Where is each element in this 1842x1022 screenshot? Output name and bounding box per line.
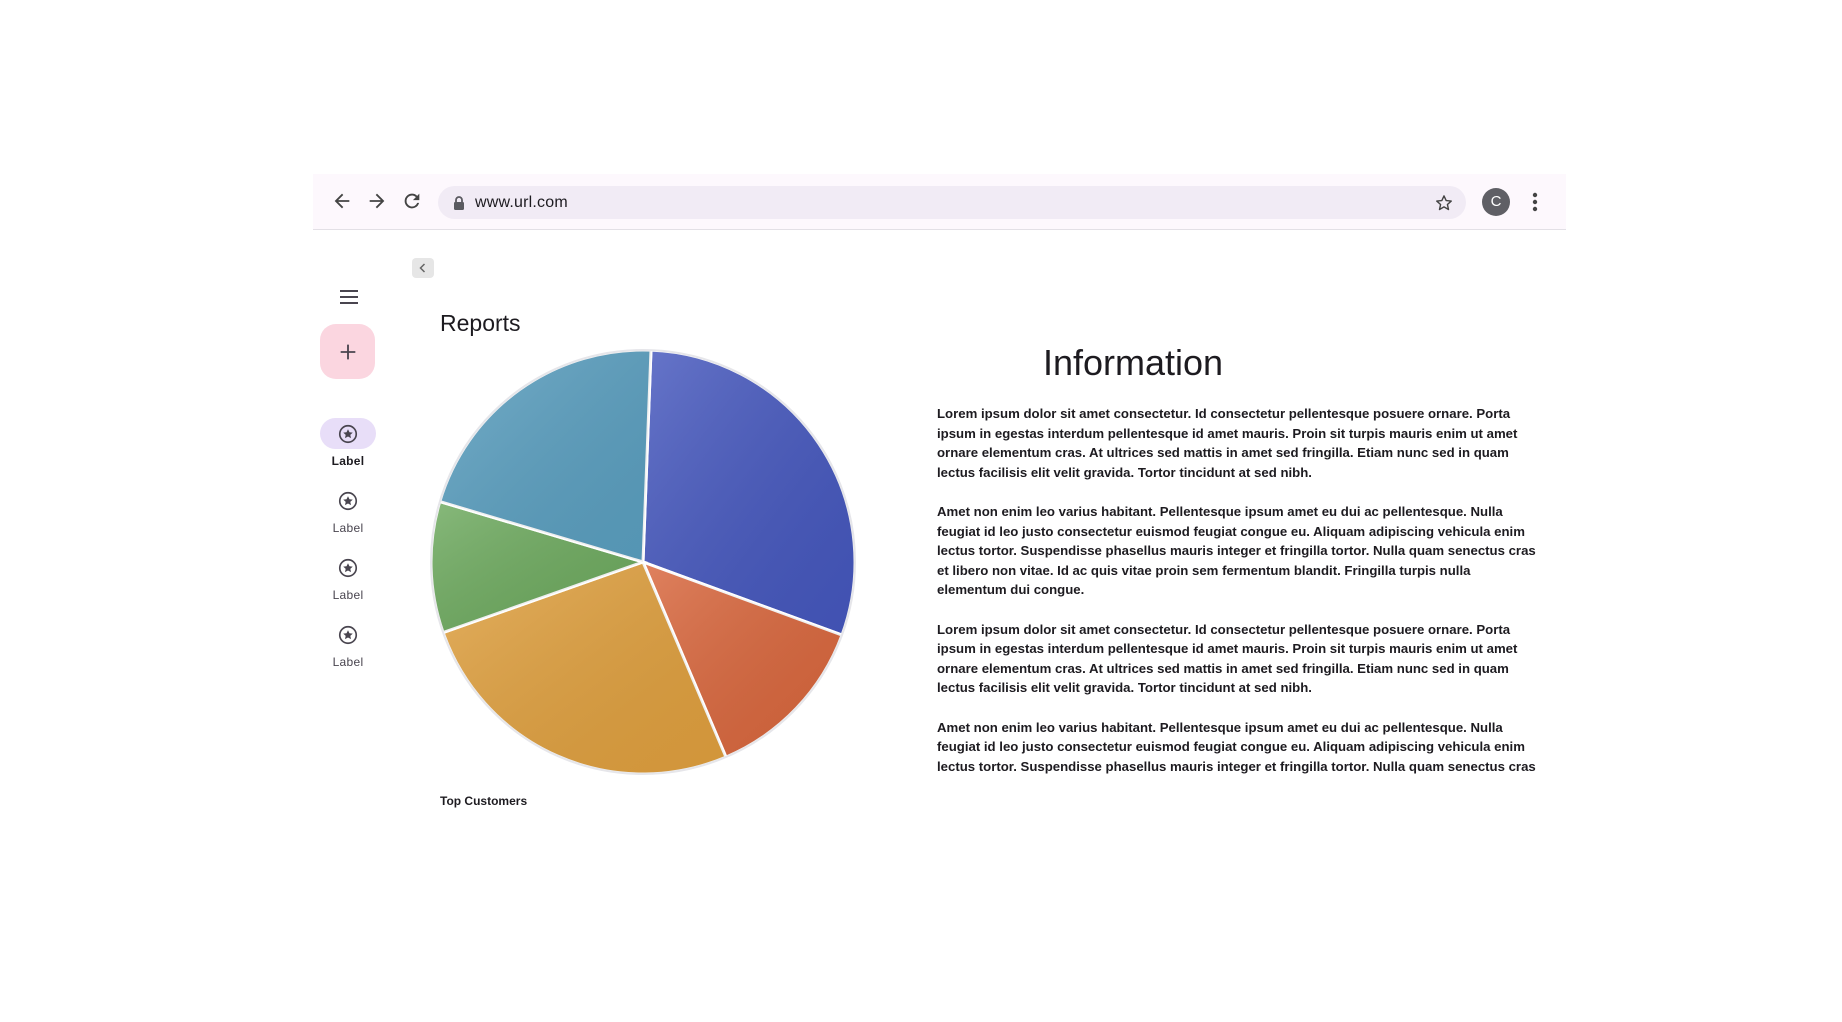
- pie-chart: [429, 348, 857, 776]
- add-fab-button[interactable]: [320, 324, 375, 379]
- reports-title: Reports: [440, 310, 521, 336]
- pie-slice-shade: [643, 350, 855, 636]
- information-paragraph: Lorem ipsum dolor sit amet consectetur. …: [937, 621, 1518, 696]
- star-circle-icon: [338, 491, 358, 510]
- star-circle-icon: [338, 625, 358, 644]
- arrow-forward-icon: [369, 193, 385, 209]
- information-paragraph: Lorem ipsum dolor sit amet consectetur. …: [937, 406, 1518, 480]
- star-circle-icon: [338, 424, 358, 443]
- pie-chart-caption: Top Customers: [440, 794, 528, 808]
- rail-item-label: Label: [332, 655, 364, 669]
- star-outline-icon[interactable]: [1434, 193, 1454, 213]
- rail-item-label: Label: [331, 454, 365, 468]
- rail-item-indicator: [320, 552, 376, 583]
- pie-slice-shade: [443, 562, 726, 774]
- pie-slice-shade: [431, 501, 643, 633]
- reload-icon: [404, 193, 420, 209]
- rail-item-1[interactable]: Label: [317, 418, 379, 474]
- lock-icon: [454, 196, 464, 210]
- arrow-back-icon: [334, 193, 350, 209]
- collapse-panel-button[interactable]: [412, 258, 434, 278]
- information-paragraph: Amet non enim leo varius habitant. Pelle…: [937, 503, 1536, 598]
- browser-toolbar: www.url.com C: [313, 174, 1566, 230]
- pie-slice-shade: [643, 562, 843, 758]
- browser-window: www.url.com C Lab: [313, 174, 1566, 824]
- rail-item-indicator: [320, 418, 376, 449]
- plus-icon: [340, 344, 355, 359]
- rail-item-3[interactable]: Label: [317, 552, 379, 608]
- information-body: Lorem ipsum dolor sit amet consectetur. …: [937, 404, 1537, 792]
- profile-avatar[interactable]: C: [1482, 188, 1510, 216]
- rail-item-label: Label: [332, 521, 364, 535]
- chevron-left-icon: [419, 263, 426, 273]
- pie-chart-container: [428, 347, 858, 777]
- address-bar[interactable]: www.url.com: [438, 186, 1466, 219]
- url-text: www.url.com: [475, 194, 568, 211]
- information-title: Information: [1042, 342, 1224, 383]
- pie-slice-shade: [439, 350, 651, 562]
- forward-button[interactable]: [363, 187, 391, 215]
- rail-item-4[interactable]: Label: [317, 619, 379, 675]
- rail-item-2[interactable]: Label: [317, 485, 379, 541]
- back-button[interactable]: [328, 187, 356, 215]
- rail-item-indicator: [320, 485, 376, 516]
- hamburger-menu-icon[interactable]: [337, 285, 361, 309]
- more-vert-icon[interactable]: [1530, 188, 1540, 216]
- star-circle-icon: [338, 558, 358, 577]
- information-paragraph: Amet non enim leo varius habitant. Pelle…: [937, 719, 1536, 774]
- rail-item-label: Label: [332, 588, 364, 602]
- pie-outline: [430, 349, 856, 775]
- rail-item-indicator: [320, 619, 376, 650]
- navigation-rail: Label Label Label: [313, 174, 403, 824]
